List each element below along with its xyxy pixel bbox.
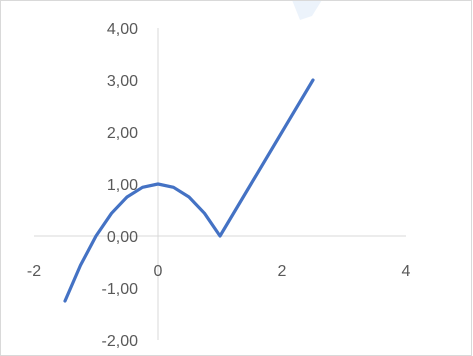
y-tick-label: 2,00 xyxy=(107,125,138,142)
x-tick-label: 2 xyxy=(278,263,287,280)
y-tick-label: 1,00 xyxy=(107,177,138,194)
tick-labels: 4,00 3,00 2,00 1,00 0,00 -1,00 -2,00 -2 0 2 4 xyxy=(27,21,411,350)
watermark-logo xyxy=(292,0,322,20)
x-tick-label: 0 xyxy=(154,263,163,280)
series-line xyxy=(63,78,315,303)
y-tick-label: 4,00 xyxy=(107,21,138,38)
x-tick-label: 4 xyxy=(402,263,411,280)
y-tick-label: -2,00 xyxy=(102,333,139,350)
series-layer xyxy=(63,78,315,303)
y-tick-label: 3,00 xyxy=(107,73,138,90)
y-tick-label: -1,00 xyxy=(102,281,139,298)
axes xyxy=(34,28,406,340)
y-tick-label: 0,00 xyxy=(107,229,138,246)
x-tick-label: -2 xyxy=(27,263,41,280)
